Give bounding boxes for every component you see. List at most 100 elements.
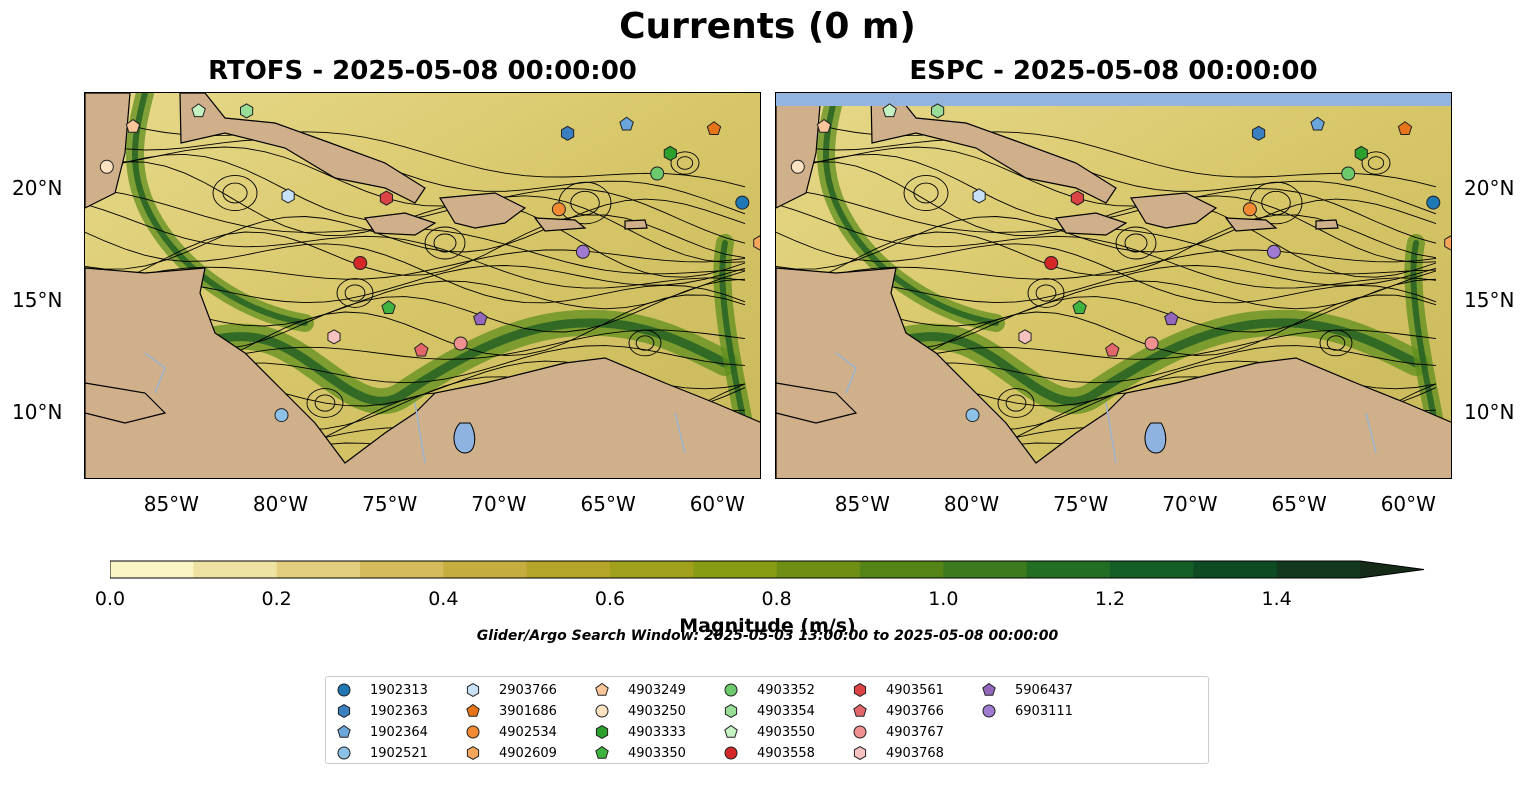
float-marker-4903250 <box>790 159 805 174</box>
legend-label: 4903354 <box>757 703 815 719</box>
lon-tick-label: 65°W <box>580 492 636 516</box>
colorbar-bin <box>1110 561 1194 578</box>
colorbar <box>110 560 1425 579</box>
colorbar-bin <box>1193 561 1278 578</box>
float-marker-4903354 <box>931 103 945 119</box>
legend-label: 3901686 <box>499 703 557 719</box>
float-marker-1902363 <box>1252 125 1266 141</box>
lat-tick-label: 10°N <box>1464 399 1515 424</box>
colorbar-tick-label: 0.2 <box>261 588 292 610</box>
legend-item-1902363: 1902363 <box>336 703 428 719</box>
legend-item-4903561: 4903561 <box>852 682 944 698</box>
lon-tick-label: 60°W <box>689 492 745 516</box>
lon-tick-label: 80°W <box>252 492 309 516</box>
pentagon-marker-icon <box>466 703 480 717</box>
float-marker-4903250 <box>99 159 114 174</box>
rtofs-panel-title: RTOFS - 2025-05-08 00:00:00 <box>208 56 637 86</box>
espc-panel-title: ESPC - 2025-05-08 00:00:00 <box>909 56 1318 86</box>
legend-item-1902364: 1902364 <box>336 724 428 740</box>
float-marker-4903561 <box>379 190 393 206</box>
hexagon-marker-icon <box>466 745 480 761</box>
legend-item-5906437: 5906437 <box>981 682 1073 698</box>
float-marker-4903249 <box>125 118 141 133</box>
lon-tick-label: 85°W <box>834 492 890 516</box>
figure-title: Currents (0 m) <box>619 6 916 47</box>
pentagon-marker-icon <box>595 682 609 696</box>
legend-item-4903550: 4903550 <box>723 724 815 740</box>
legend-item-4903250: 4903250 <box>594 703 686 719</box>
float-marker-1902363 <box>561 125 575 141</box>
hexagon-marker-icon <box>466 682 480 698</box>
circle-marker-icon <box>724 683 738 697</box>
legend-label: 4903350 <box>628 745 686 761</box>
float-marker-4903350 <box>1072 300 1087 314</box>
float-marker-6903111 <box>575 244 590 259</box>
lon-tick-label: 70°W <box>1162 492 1218 516</box>
colorbar-tick-label: 0.8 <box>761 588 792 610</box>
legend-item-4903354: 4903354 <box>723 703 815 719</box>
legend-label: 4903249 <box>628 682 686 698</box>
legend-item-1902313: 1902313 <box>336 682 428 698</box>
circle-marker-icon <box>982 704 996 718</box>
lat-tick-label: 20°N <box>12 176 63 201</box>
float-marker-4903561 <box>1070 190 1084 206</box>
float-marker-4903352 <box>1341 166 1356 181</box>
colorbar-tick-label: 1.2 <box>1094 588 1126 610</box>
lat-tick-label: 15°N <box>1464 288 1515 313</box>
float-marker-1902313 <box>735 195 750 210</box>
legend-label: 4903558 <box>757 745 815 761</box>
float-marker-4903768 <box>327 329 341 345</box>
circle-marker-icon <box>337 683 351 697</box>
lon-tick-label: 70°W <box>471 492 527 516</box>
float-marker-4903350 <box>381 300 396 314</box>
pentagon-marker-icon <box>337 724 351 738</box>
float-marker-1902364 <box>1310 116 1325 131</box>
float-marker-5906437 <box>1164 311 1179 326</box>
legend-label: 4902609 <box>499 745 557 761</box>
colorbar-tick-label: 0.4 <box>428 588 459 610</box>
colorbar-bin <box>860 561 944 578</box>
float-marker-1902364 <box>619 116 634 131</box>
legend-label: 4903250 <box>628 703 686 719</box>
float-marker-4903766 <box>414 342 429 357</box>
circle-marker-icon <box>724 746 738 760</box>
circle-marker-icon <box>595 704 609 718</box>
legend-item-4903333: 4903333 <box>594 724 686 740</box>
float-marker-1902521 <box>274 408 289 423</box>
float-legend: 1902313 1902363 1902364 1902521 2903766 39016… <box>325 676 1209 764</box>
float-marker-1902521 <box>965 408 980 423</box>
colorbar-bin <box>443 561 528 578</box>
pentagon-marker-icon <box>595 745 609 759</box>
pentagon-marker-icon <box>724 724 738 738</box>
float-marker-4903558 <box>353 256 368 270</box>
legend-label: 4902534 <box>499 724 557 740</box>
colorbar-bin <box>526 561 611 578</box>
float-marker-2903766 <box>972 188 986 204</box>
float-marker-2903766 <box>281 188 295 204</box>
colorbar-bin <box>693 561 778 578</box>
legend-label: 4903561 <box>886 682 944 698</box>
legend-label: 4903352 <box>757 682 815 698</box>
float-marker-5906437 <box>473 311 488 326</box>
float-marker-3901686 <box>706 121 722 135</box>
float-marker-4903768 <box>1018 329 1032 345</box>
hexagon-marker-icon <box>853 745 867 761</box>
circle-marker-icon <box>466 725 480 739</box>
legend-label: 1902364 <box>370 724 428 740</box>
pentagon-marker-icon <box>853 703 867 717</box>
legend-item-4903350: 4903350 <box>594 745 686 761</box>
rtofs-map <box>84 92 761 479</box>
float-marker-4903767 <box>1144 336 1159 351</box>
lon-tick-label: 80°W <box>943 492 1000 516</box>
lon-tick-label: 75°W <box>1053 492 1109 516</box>
legend-label: 4903767 <box>886 724 944 740</box>
lon-tick-label: 85°W <box>143 492 199 516</box>
float-marker-4903249 <box>816 118 832 133</box>
legend-item-2903766: 2903766 <box>465 682 557 698</box>
legend-label: 1902363 <box>370 703 428 719</box>
colorbar-tick-label: 1.4 <box>1261 588 1292 610</box>
legend-label: 5906437 <box>1015 682 1073 698</box>
colorbar-bin <box>360 561 444 578</box>
hexagon-marker-icon <box>853 682 867 698</box>
colorbar-tick-label: 0.0 <box>94 588 126 610</box>
